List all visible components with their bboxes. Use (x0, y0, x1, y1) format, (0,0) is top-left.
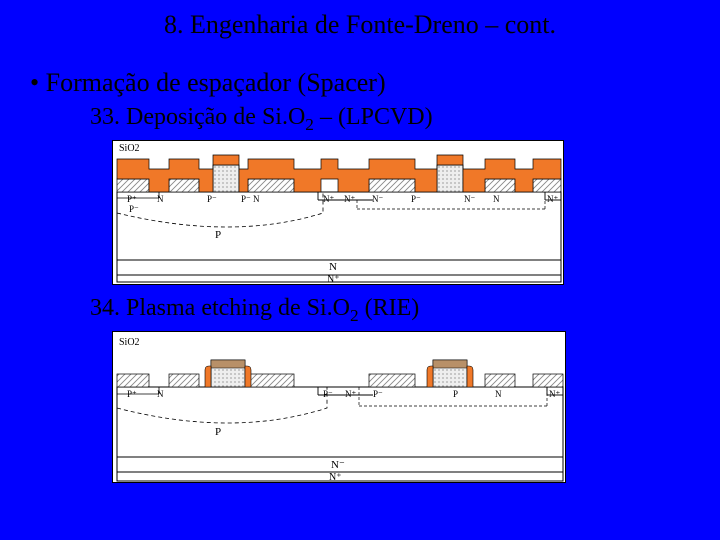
diagram-33-svg (113, 141, 564, 285)
sio2-label-2: SiO2 (119, 337, 140, 348)
diagram-33: SiO2 P⁺ N N P⁻ P⁻ N⁻ P⁻ N⁻ N P⁻ N⁺ N⁺ N⁺… (112, 140, 564, 285)
diagram-34: SiO2 P⁺ N P⁻ N⁺ P⁻ P N N⁺ P N⁻ N⁺ (112, 331, 566, 483)
main-bullet: • Formação de espaçador (Spacer) (0, 68, 720, 98)
slide-title: 8. Engenharia de Fonte-Dreno – cont. (0, 0, 720, 40)
step-33-label: 33. Deposição de Si.O2 – (LPCVD) (0, 104, 720, 135)
step-34-label: 34. Plasma etching de Si.O2 (RIE) (0, 295, 720, 326)
sio2-label-1: SiO2 (119, 143, 140, 154)
